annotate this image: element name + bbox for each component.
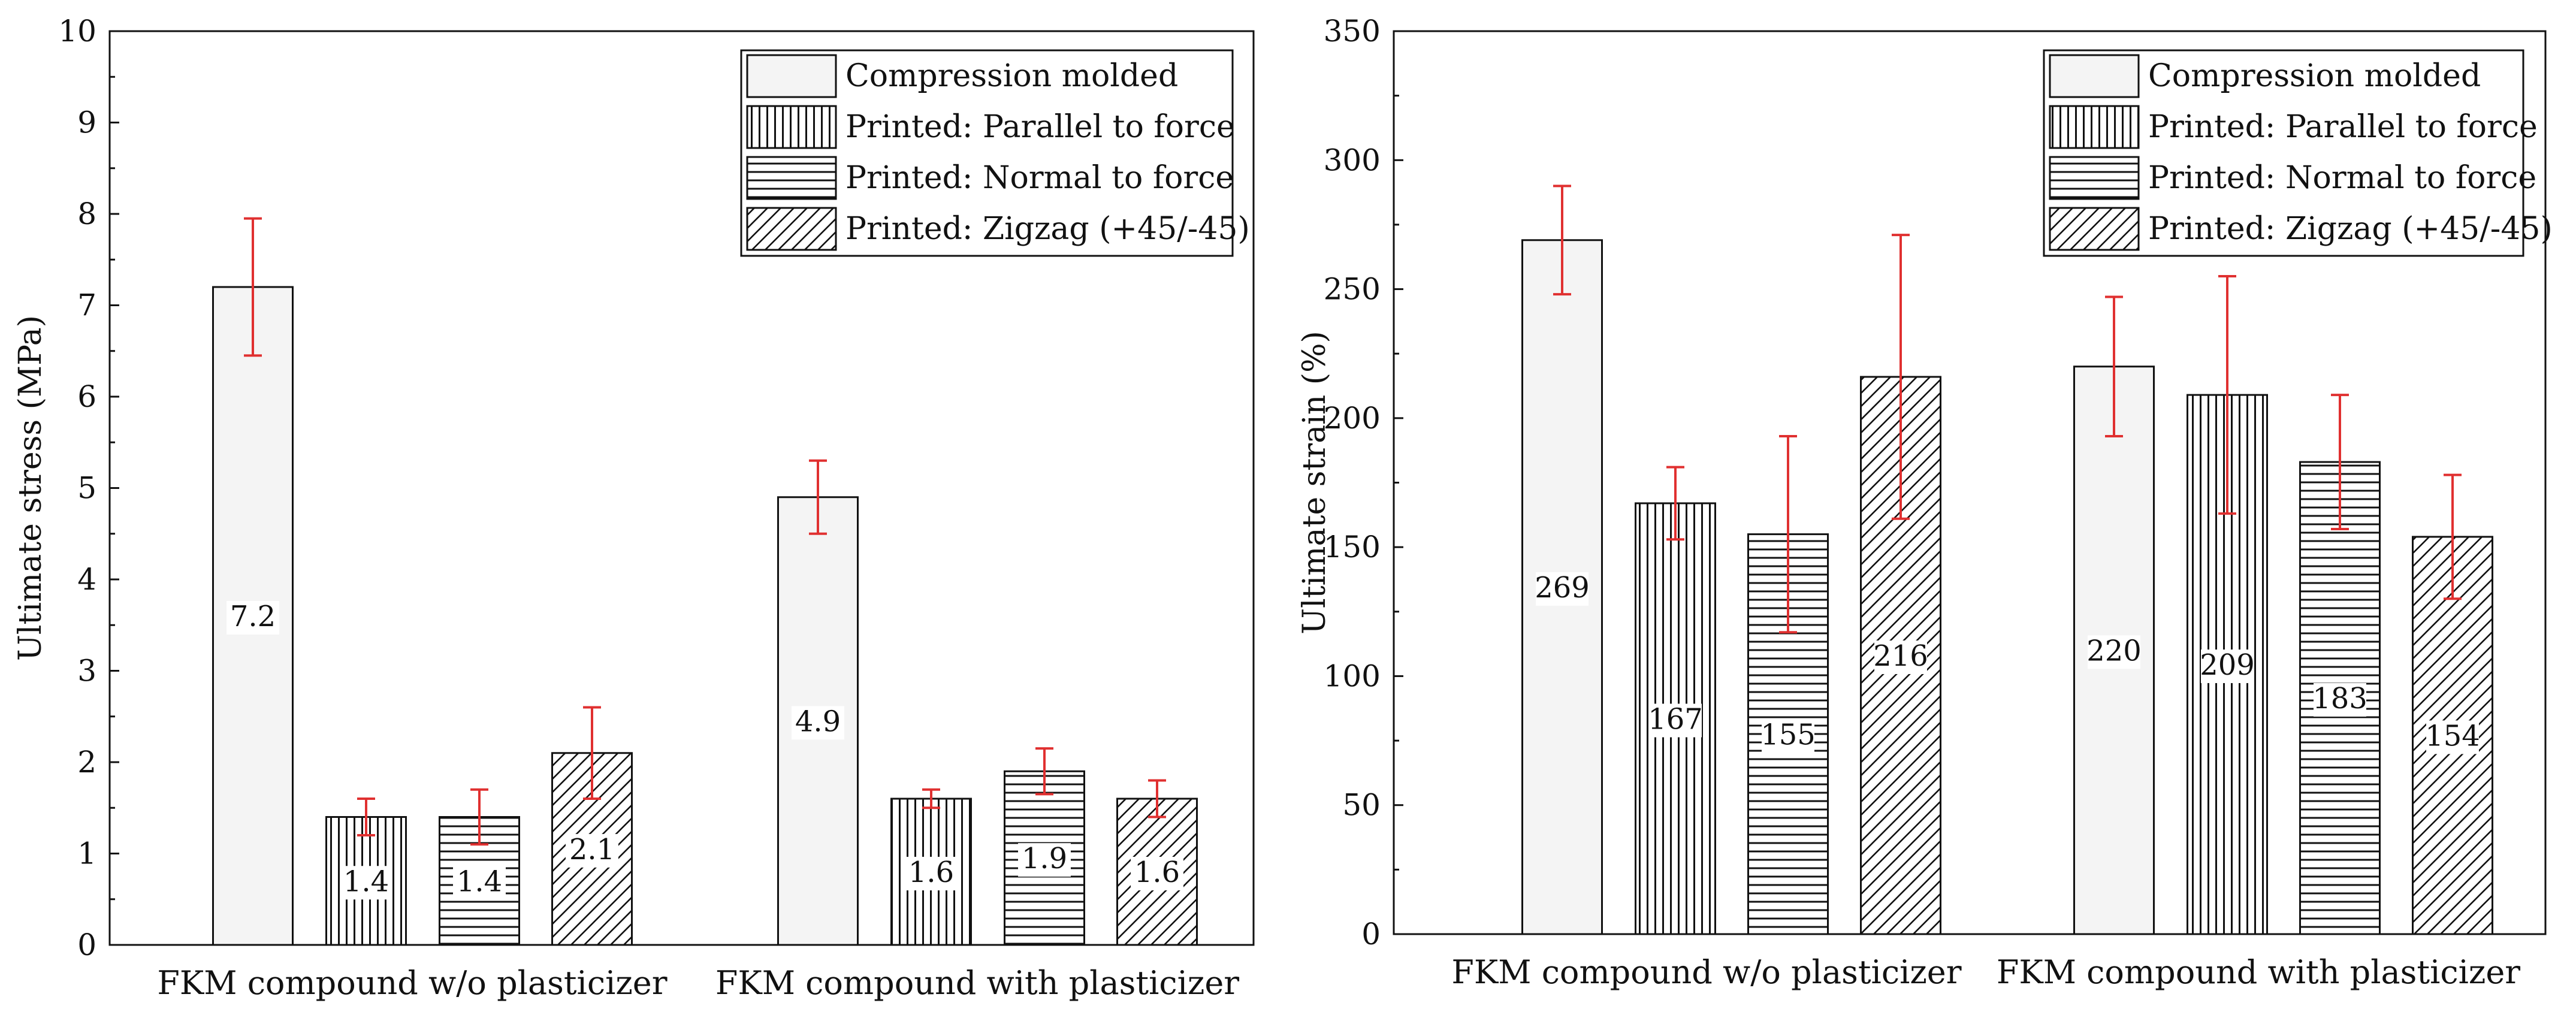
y-tick-label: 300 — [1324, 143, 1381, 177]
y-tick-label: 7 — [77, 288, 96, 323]
legend-label-printed-zigzag-45-45: Printed: Zigzag (+45/-45) — [845, 211, 1250, 247]
legend-swatch-printed-zigzag-45-45 — [2049, 207, 2140, 251]
data-label: 183 — [2312, 682, 2367, 715]
category-label: FKM compound with plasticizer — [1997, 953, 2520, 991]
y-tick-label: 10 — [58, 14, 96, 49]
data-label-bg — [1874, 640, 1927, 674]
chart-strain: 269 167 155 216 FKM compound w/o plasticizer… — [1297, 14, 2553, 991]
data-label: 1.6 — [1134, 856, 1180, 889]
legend-label-printed-zigzag-45-45: Printed: Zigzag (+45/-45) — [2148, 211, 2553, 247]
data-label: 155 — [1760, 718, 1816, 751]
y-tick-label: 8 — [77, 197, 96, 231]
error-bar-printed-normal-to-force-1 — [470, 788, 488, 846]
data-label: 269 — [1535, 571, 1590, 605]
legend-label-printed-normal-to-force: Printed: Normal to force — [845, 160, 1234, 196]
data-label-bg — [1649, 703, 1702, 738]
y-tick-label: 50 — [1342, 788, 1381, 823]
data-label: 1.6 — [908, 856, 954, 889]
error-bar-printed-normal-to-force-2 — [2331, 394, 2349, 531]
legend-swatch-printed-parallel-to-force — [746, 105, 837, 149]
error-bar-printed-zigzag-45-45-1 — [583, 706, 601, 800]
data-label: 167 — [1648, 702, 1703, 736]
data-label-bg — [2426, 720, 2479, 754]
y-tick-label: 0 — [1361, 917, 1381, 951]
legend-label-compression-molded: Compression molded — [845, 58, 1178, 94]
y-tick-label: 200 — [1324, 401, 1381, 436]
category-label: FKM compound w/o plasticizer — [1451, 953, 1961, 991]
data-label-bg — [905, 857, 958, 890]
chart-stress: 7.2 1.4 1.4 2.1 FKM compound w/o plasticizer… — [13, 14, 1255, 1002]
y-axis-title: Ultimate strain (%) — [1297, 331, 1333, 635]
y-tick-label: 150 — [1324, 530, 1381, 564]
category-label: FKM compound with plasticizer — [715, 964, 1239, 1002]
legend: Compression molded Printed: Parallel to f… — [740, 49, 1250, 257]
error-bar-compression-molded-1 — [244, 217, 262, 357]
legend-label-printed-parallel-to-force: Printed: Parallel to force — [2148, 109, 2538, 145]
error-bar-printed-parallel-to-force-1 — [357, 798, 375, 836]
legend: Compression molded Printed: Parallel to f… — [2043, 49, 2553, 257]
y-tick-label: 0 — [77, 928, 96, 962]
error-bar-printed-zigzag-45-45-2 — [2444, 473, 2462, 600]
error-bar-printed-parallel-to-force-2 — [2218, 275, 2236, 515]
error-bar-compression-molded-1 — [1553, 185, 1571, 296]
error-bar-printed-normal-to-force-1 — [1779, 434, 1797, 634]
error-bar-compression-molded-2 — [2105, 295, 2123, 437]
y-tick-label: 4 — [77, 562, 96, 597]
data-label-bg — [566, 833, 618, 868]
legend-swatch-printed-normal-to-force — [746, 156, 837, 200]
legend-label-compression-molded: Compression molded — [2148, 58, 2481, 94]
legend-swatch-compression-molded — [2049, 54, 2140, 98]
category-label: FKM compound w/o plasticizer — [157, 964, 667, 1002]
legend-label-printed-parallel-to-force: Printed: Parallel to force — [845, 109, 1235, 145]
legend-swatch-printed-normal-to-force — [2049, 156, 2140, 200]
data-label-bg — [453, 866, 506, 900]
data-label: 154 — [2425, 719, 2480, 753]
y-tick-label: 5 — [77, 471, 96, 506]
y-axis-title: Ultimate stress (MPa) — [13, 315, 49, 661]
y-tick-label: 250 — [1324, 272, 1381, 307]
data-label-bg — [792, 706, 844, 740]
y-tick-label: 1 — [77, 836, 96, 871]
error-bar-printed-zigzag-45-45-2 — [1148, 779, 1166, 818]
data-label-bg — [340, 866, 392, 900]
y-tick-label: 9 — [77, 105, 96, 140]
data-label: 7.2 — [230, 600, 276, 633]
legend-swatch-printed-zigzag-45-45 — [746, 207, 837, 251]
error-bar-printed-zigzag-45-45-1 — [1892, 234, 1910, 520]
data-label: 1.4 — [457, 865, 502, 898]
y-tick-label: 6 — [77, 379, 96, 414]
y-tick-label: 100 — [1324, 658, 1381, 693]
y-tick-label: 3 — [77, 654, 96, 688]
data-label: 1.4 — [343, 865, 389, 898]
data-label: 1.9 — [1022, 842, 1067, 875]
data-label-bg — [227, 601, 279, 635]
error-bar-compression-molded-2 — [809, 459, 827, 535]
data-label-bg — [2088, 635, 2140, 669]
data-label-bg — [2201, 650, 2254, 684]
data-label-bg — [1762, 719, 1814, 753]
error-bar-printed-normal-to-force-2 — [1035, 747, 1053, 796]
y-tick-label: 2 — [77, 745, 96, 780]
legend-swatch-printed-parallel-to-force — [2049, 105, 2140, 149]
legend-swatch-compression-molded — [746, 54, 837, 98]
data-label: 216 — [1873, 639, 1928, 673]
error-bar-printed-parallel-to-force-1 — [1666, 466, 1684, 541]
error-bar-printed-parallel-to-force-2 — [922, 788, 940, 809]
data-label: 2.1 — [569, 833, 615, 866]
data-label-bg — [1018, 843, 1071, 877]
data-label-bg — [1131, 857, 1183, 890]
data-label: 4.9 — [795, 705, 841, 738]
data-label-bg — [1536, 572, 1589, 606]
legend-label-printed-normal-to-force: Printed: Normal to force — [2148, 160, 2536, 196]
data-label: 220 — [2086, 634, 2142, 667]
data-label-bg — [2314, 683, 2366, 717]
y-tick-label: 350 — [1324, 14, 1381, 49]
data-label: 209 — [2200, 648, 2255, 682]
